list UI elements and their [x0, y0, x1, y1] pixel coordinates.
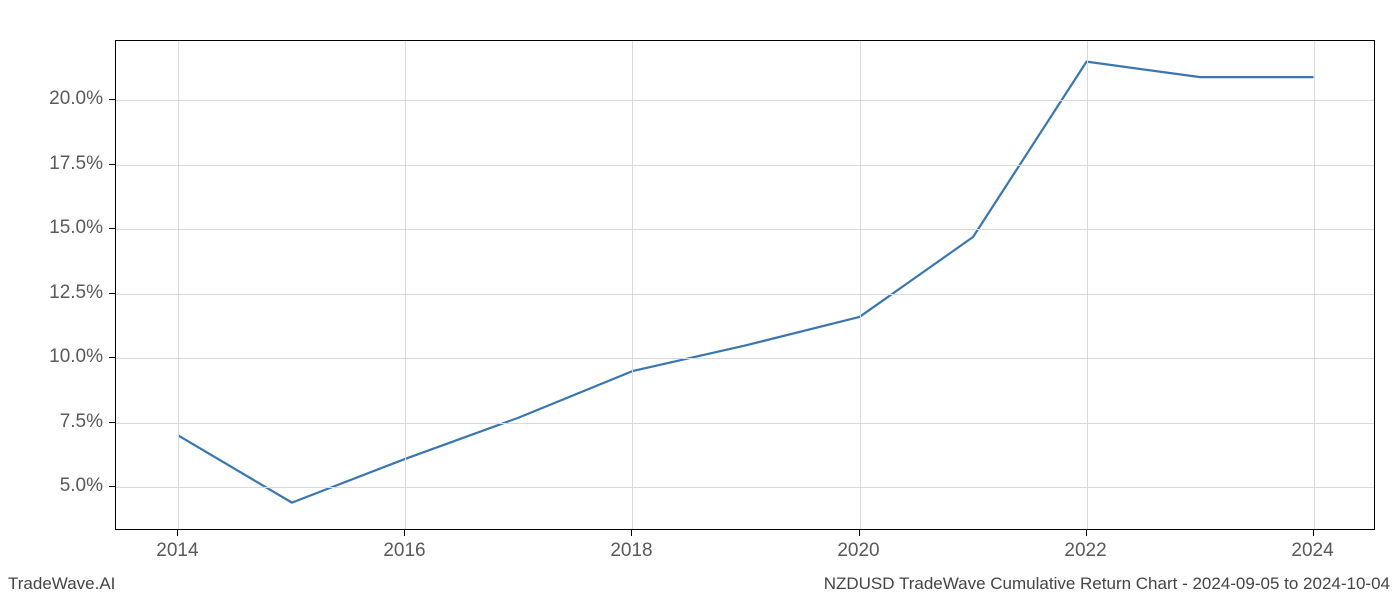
y-tick-label: 5.0%	[60, 475, 103, 497]
footer-caption: NZDUSD TradeWave Cumulative Return Chart…	[824, 574, 1390, 594]
return-chart: TradeWave.AI NZDUSD TradeWave Cumulative…	[0, 0, 1400, 600]
grid-line-vertical	[405, 41, 406, 529]
y-tick-mark	[109, 422, 115, 423]
footer-brand: TradeWave.AI	[8, 574, 115, 594]
y-tick-mark	[109, 486, 115, 487]
x-tick-label: 2024	[1291, 540, 1333, 562]
y-tick-mark	[109, 293, 115, 294]
x-tick-label: 2014	[156, 540, 198, 562]
grid-line-vertical	[1314, 41, 1315, 529]
x-tick-mark	[1086, 530, 1087, 536]
y-tick-label: 17.5%	[49, 153, 103, 175]
grid-line-horizontal	[116, 229, 1374, 230]
x-tick-label: 2022	[1064, 540, 1106, 562]
y-tick-mark	[109, 228, 115, 229]
x-tick-mark	[631, 530, 632, 536]
grid-line-horizontal	[116, 423, 1374, 424]
x-tick-label: 2018	[610, 540, 652, 562]
y-tick-label: 7.5%	[60, 411, 103, 433]
line-series	[116, 41, 1376, 531]
grid-line-horizontal	[116, 487, 1374, 488]
y-tick-mark	[109, 99, 115, 100]
y-tick-mark	[109, 357, 115, 358]
y-tick-label: 15.0%	[49, 217, 103, 239]
x-tick-mark	[859, 530, 860, 536]
grid-line-vertical	[1087, 41, 1088, 529]
x-tick-mark	[177, 530, 178, 536]
x-tick-mark	[1313, 530, 1314, 536]
y-tick-label: 10.0%	[49, 346, 103, 368]
grid-line-vertical	[632, 41, 633, 529]
x-tick-mark	[404, 530, 405, 536]
y-tick-label: 12.5%	[49, 282, 103, 304]
grid-line-horizontal	[116, 294, 1374, 295]
cumulative-return-line	[178, 62, 1313, 503]
y-tick-label: 20.0%	[49, 88, 103, 110]
grid-line-vertical	[860, 41, 861, 529]
y-tick-mark	[109, 164, 115, 165]
grid-line-horizontal	[116, 165, 1374, 166]
grid-line-horizontal	[116, 100, 1374, 101]
x-tick-label: 2016	[383, 540, 425, 562]
plot-area	[115, 40, 1375, 530]
x-tick-label: 2020	[837, 540, 879, 562]
grid-line-vertical	[178, 41, 179, 529]
grid-line-horizontal	[116, 358, 1374, 359]
